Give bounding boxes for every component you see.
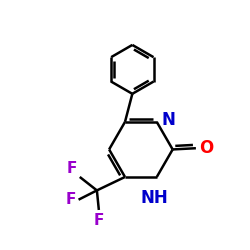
- Text: N: N: [161, 111, 175, 129]
- Text: F: F: [65, 192, 76, 207]
- Text: F: F: [94, 213, 104, 228]
- Text: O: O: [199, 139, 213, 157]
- Text: NH: NH: [141, 189, 169, 207]
- Text: F: F: [66, 161, 77, 176]
